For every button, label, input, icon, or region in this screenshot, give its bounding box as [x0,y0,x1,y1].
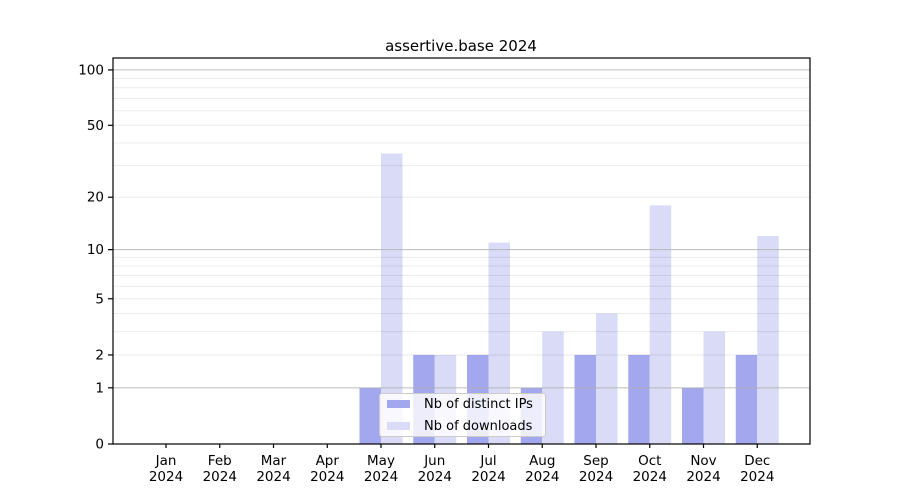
x-tick-label-month: Aug [529,453,555,469]
legend-label-downloads: Nb of downloads [424,418,533,434]
bar-ips-nov [682,387,704,444]
legend-swatch-ips [387,400,410,408]
x-tick-label-month: Dec [744,453,770,469]
y-tick-label: 1 [95,380,104,396]
bar-downloads-oct [649,205,672,444]
legend-swatch-downloads [387,422,410,430]
x-tick-label-year: 2024 [525,469,559,485]
x-tick-label-month: May [367,453,395,469]
x-tick-label-month: Jul [479,453,496,469]
legend-label-ips: Nb of distinct IPs [424,396,533,412]
x-tick-label-month: Jan [155,453,177,469]
bar-downloads-dec [757,236,779,444]
x-tick-label-year: 2024 [149,469,183,485]
bar-ips-may [359,387,381,444]
x-tick-label-month: Sep [583,453,608,469]
axes-layer [112,57,811,445]
x-tick-label-year: 2024 [471,469,505,485]
x-tick-label-year: 2024 [740,469,774,485]
bar-ips-dec [735,354,758,444]
y-tick-label: 2 [95,347,104,363]
bar-ips-oct [628,354,650,444]
x-tick-label-year: 2024 [579,469,613,485]
x-tick-label-year: 2024 [418,469,452,485]
x-tick-label-year: 2024 [256,469,290,485]
legend-row-downloads: Nb of downloads [387,417,545,436]
x-tick-label-month: Oct [638,453,661,469]
y-tick-label: 50 [87,118,104,134]
bar-ips-sep [574,354,596,444]
bar-downloads-sep [596,313,618,444]
y-tick-label: 5 [95,291,104,307]
grid-layer [113,69,810,389]
legend-row-ips: Nb of distinct IPs [387,395,545,414]
x-tick-label-year: 2024 [364,469,398,485]
x-tick-label-year: 2024 [686,469,720,485]
plot-border [112,57,811,445]
x-tick-label-year: 2024 [203,469,237,485]
x-tick-label-month: Nov [690,453,716,469]
y-tick-label: 10 [87,242,104,258]
x-tick-label-month: Apr [316,453,340,469]
x-tick-label-month: Feb [208,453,232,469]
x-tick-label-month: Mar [261,453,287,469]
y-tick-label: 0 [95,437,104,453]
chart-title: assertive.base 2024 [385,37,537,55]
legend: Nb of distinct IPs Nb of downloads [379,393,546,437]
bar-downloads-may [381,153,403,444]
y-tick-label: 20 [87,190,104,206]
x-tick-label-month: Jun [423,453,445,469]
tick-labels-layer: 0125102050100Jan2024Feb2024Mar2024Apr202… [78,62,774,485]
x-tick-label-year: 2024 [633,469,667,485]
x-tick-label-year: 2024 [310,469,344,485]
y-tick-label: 100 [78,62,104,78]
